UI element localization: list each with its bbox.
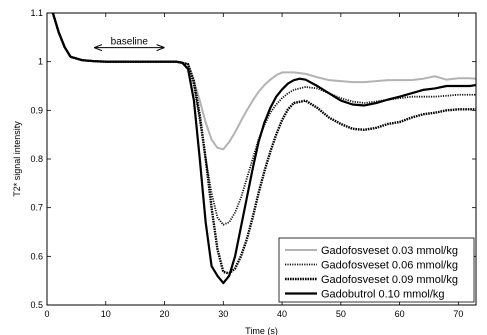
x-tick-label: 40 [277,309,287,319]
y-tick-label: 0.6 [30,251,43,261]
y-tick-label: 1.1 [30,8,43,18]
y-tick-label: 0.8 [30,154,43,164]
series-line-3 [51,13,476,275]
legend-label-3: Gadofosveset 0.09 mmol/kg [321,274,458,286]
x-tick-label: 70 [453,309,463,319]
legend-label-1: Gadofosveset 0.03 mmol/kg [321,245,458,257]
legend-label-2: Gadofosveset 0.06 mmol/kg [321,260,458,272]
y-axis-title: T2* signal intensity [12,121,22,197]
x-tick-label: 20 [160,309,170,319]
x-axis-title: Time (s) [245,326,278,335]
y-tick-label: 0.9 [30,105,43,115]
series-line-1 [51,13,476,151]
x-tick-label: 30 [218,309,228,319]
series-line-4 [51,13,476,285]
x-tick-label: 60 [395,309,405,319]
y-tick-label: 0.5 [30,300,43,310]
legend-box [278,237,475,303]
plot-frame [46,12,477,306]
y-tick-label: 1 [38,57,43,67]
y-tick-label: 0.7 [30,203,43,213]
legend-label-4: Gadobutrol 0.10 mmol/kg [321,289,445,301]
x-tick-label: 10 [101,309,111,319]
x-tick-label: 50 [336,309,346,319]
x-tick-label: 0 [44,309,49,319]
baseline-label: baseline [111,37,149,48]
